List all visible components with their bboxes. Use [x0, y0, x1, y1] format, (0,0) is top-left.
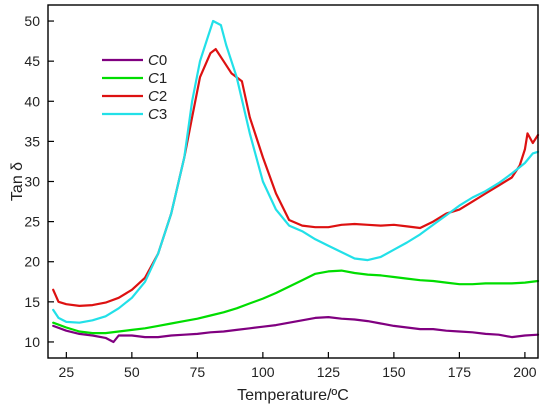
- series-line-c0: [52, 316, 540, 344]
- x-tick-label: 50: [124, 364, 140, 380]
- y-axis-title: Tan δ: [9, 162, 26, 201]
- series-line-c2: [52, 48, 540, 307]
- x-tick-label: 200: [513, 364, 537, 380]
- plot-lines: [52, 19, 540, 344]
- legend-label-c3: C3: [148, 106, 167, 123]
- x-tick-label: 75: [190, 364, 206, 380]
- x-tick-label: 100: [251, 364, 275, 380]
- tick-labels: 25 50 75 100 125 150 175 200 10 15 20 25 30 35 40 45 50: [24, 13, 536, 380]
- y-tick-label: 25: [24, 214, 40, 230]
- y-tick-label: 30: [24, 174, 40, 190]
- y-tick-label: 50: [24, 13, 40, 29]
- series-line-c1: [52, 269, 540, 335]
- y-tick-label: 10: [24, 334, 40, 350]
- y-tick-label: 20: [24, 254, 40, 270]
- x-tick-label: 150: [382, 364, 406, 380]
- axis-ticks: [48, 20, 526, 358]
- legend-label-c2: C2: [148, 88, 167, 105]
- series-line-c3: [52, 19, 540, 324]
- y-tick-label: 40: [24, 93, 40, 109]
- x-axis-title: Temperature/ºC: [237, 387, 349, 404]
- y-tick-label: 15: [24, 294, 40, 310]
- legend-label-c0: C0: [148, 52, 167, 69]
- legend-label-c1: C1: [148, 70, 167, 87]
- y-tick-label: 35: [24, 133, 40, 149]
- x-tick-label: 125: [317, 364, 341, 380]
- y-tick-label: 45: [24, 53, 40, 69]
- x-tick-label: 25: [59, 364, 75, 380]
- x-tick-label: 175: [448, 364, 472, 380]
